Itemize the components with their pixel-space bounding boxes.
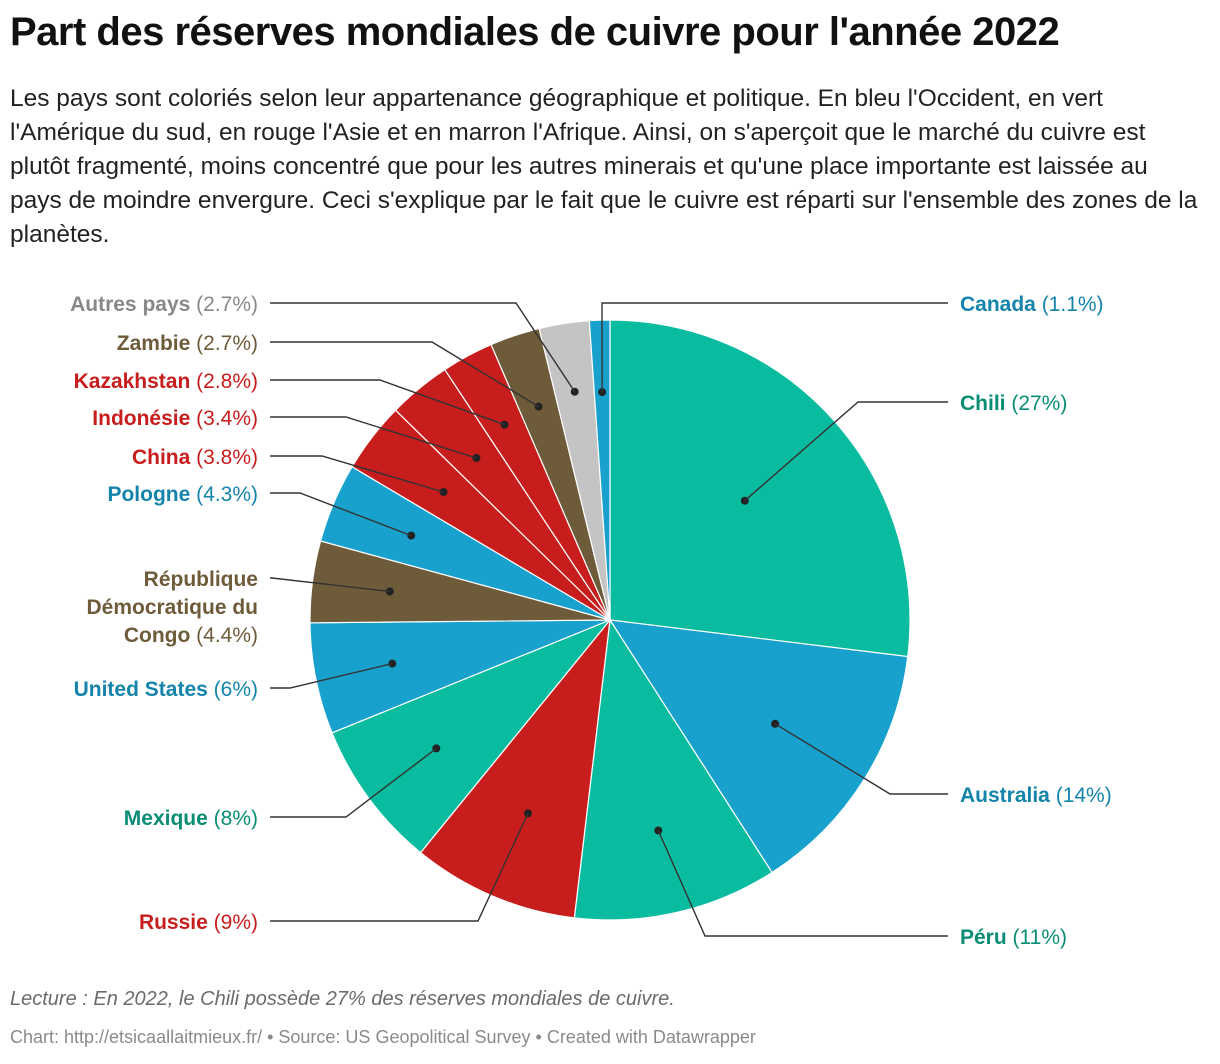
slice-label-chili: Chili (27%): [960, 392, 1067, 415]
slice-label-russie: Russie (9%): [139, 911, 258, 934]
leader-line: [270, 813, 529, 922]
leader-line: [270, 747, 437, 818]
leader-line: [744, 401, 948, 502]
slice-label-p-ru: Péru (11%): [960, 926, 1067, 949]
slice-label-australia: Australia (14%): [960, 784, 1112, 807]
chart-footer: Chart: http://etsicaallaitmieux.fr/ • So…: [10, 1027, 756, 1047]
slice-label-indon-sie: Indonésie (3.4%): [92, 407, 258, 430]
leader-line: [270, 379, 505, 426]
pie-slice-australia: [608, 619, 909, 874]
leader-lines: [270, 302, 948, 937]
slice-label-canada: Canada (1.1%): [960, 293, 1104, 316]
slice-label-r-publique-d-mocratique-du-congo: Démocratique du: [86, 596, 258, 619]
leader-line: [270, 302, 576, 393]
chart-description: Les pays sont coloriés selon leur appart…: [10, 85, 1198, 248]
leader-line: [601, 302, 948, 393]
pie-slice-mexique: [331, 619, 611, 854]
leader-line: [774, 723, 948, 795]
pie-slice-p-ru: [573, 618, 773, 921]
slice-label-kazakhstan: Kazakhstan (2.8%): [74, 370, 258, 393]
pie-slice-russie: [419, 618, 611, 919]
slice-label-pologne: Pologne (4.3%): [107, 483, 258, 506]
leader-line: [270, 416, 477, 459]
slice-label-autres-pays: Autres pays (2.7%): [70, 293, 258, 316]
leader-line: [270, 341, 539, 408]
slice-label-r-publique-d-mocratique-du-congo: République: [144, 568, 258, 591]
pie-slices: [309, 319, 911, 921]
leader-line: [270, 455, 444, 493]
slice-label-mexique: Mexique (8%): [124, 807, 258, 830]
leader-line: [270, 662, 393, 689]
reading-note: Lecture : En 2022, le Chili possède 27% …: [10, 988, 675, 1010]
leader-line: [657, 830, 948, 937]
leader-line: [270, 577, 390, 593]
slice-label-zambie: Zambie (2.7%): [117, 332, 258, 355]
chart-title: Part des réserves mondiales de cuivre po…: [10, 10, 1060, 54]
slice-label-china: China (3.8%): [132, 446, 258, 469]
slice-label-united-states: United States (6%): [74, 678, 258, 701]
pie-chart: Chili (27%) Australia (14%) Péru (11%) Russ…: [70, 293, 1112, 949]
slice-labels: Chili (27%) Australia (14%) Péru (11%) Russ…: [70, 293, 1112, 949]
slice-label-r-publique-d-mocratique-du-congo: Congo (4.4%): [124, 624, 258, 647]
leader-line: [270, 492, 412, 537]
